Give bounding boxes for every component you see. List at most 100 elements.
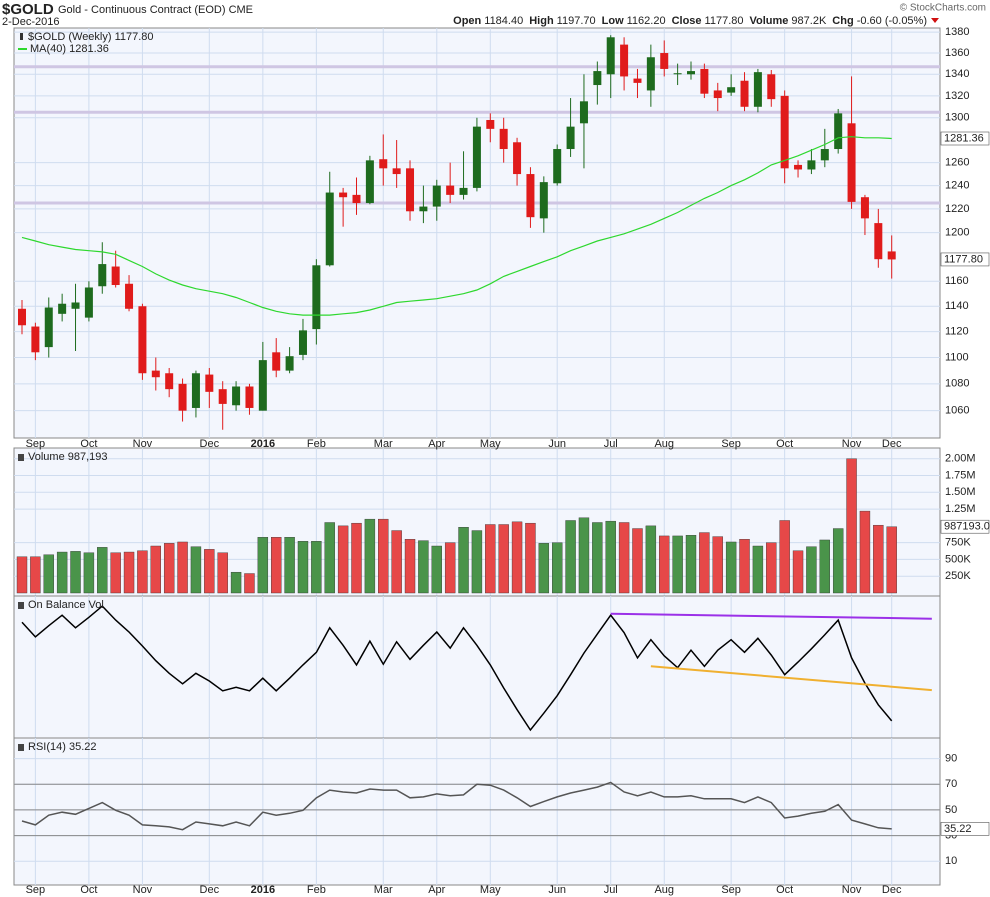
y-tick-label: 1.50M	[945, 486, 976, 498]
volume-bar	[739, 539, 750, 594]
volume-bar	[204, 549, 215, 594]
volume-bar	[217, 552, 228, 594]
volume-bar	[699, 532, 710, 594]
value-tag	[940, 822, 990, 836]
x-tick-label: Oct	[80, 884, 97, 896]
x-tick-label: Sep	[26, 884, 46, 896]
candle-body	[834, 113, 843, 150]
quote-label: Chg	[832, 15, 853, 27]
volume-bar	[83, 552, 95, 594]
volume-bar	[886, 526, 897, 594]
chart-title: $GOLD	[2, 1, 54, 18]
volume-bar	[618, 522, 630, 594]
volume-bar	[819, 539, 830, 594]
series-line	[21, 781, 892, 831]
volume-bar	[297, 541, 309, 594]
volume-bar	[137, 550, 148, 594]
volume-bar	[832, 528, 844, 594]
candle-body	[71, 302, 80, 309]
candle-body	[339, 192, 348, 198]
candle-body	[566, 126, 575, 150]
x-tick-label: 2016	[251, 884, 275, 896]
quote: Open 1184.40 High 1197.70 Low 1162.20 Close 117…	[453, 15, 927, 27]
y-tick-label: 1340	[945, 68, 969, 80]
x-tick-label: May	[480, 884, 501, 896]
volume-bar	[271, 537, 282, 594]
y-tick-label: 1120	[945, 326, 969, 338]
volume-bar	[552, 542, 563, 594]
panel-title: Volume 987,193	[28, 451, 108, 463]
volume-bar	[431, 545, 442, 594]
x-tick-label: Sep	[26, 438, 46, 450]
candle-body	[98, 264, 107, 287]
x-tick-label: Apr	[428, 438, 445, 450]
candle-body	[151, 370, 160, 378]
credit: © StockCharts.com	[900, 3, 986, 14]
candle-body	[352, 194, 361, 204]
volume-bar	[578, 517, 590, 594]
y-tick-label: 1140	[945, 300, 969, 312]
x-tick-label: Dec	[882, 884, 902, 896]
x-tick-label: Jul	[604, 438, 618, 450]
candle-body	[232, 386, 241, 406]
volume-bar	[150, 545, 162, 594]
quote-value: 1162.20	[627, 15, 666, 27]
volume-bar	[471, 530, 483, 594]
volume-bar	[404, 539, 416, 594]
candle-body	[125, 283, 134, 309]
volume-bar	[337, 525, 349, 594]
volume-bar	[190, 546, 202, 594]
y-tick-label: 50	[945, 804, 957, 816]
title-icon	[18, 602, 24, 609]
volume-bar	[725, 541, 737, 594]
volume-bar	[565, 520, 576, 594]
x-tick-label: Nov	[133, 884, 153, 896]
y-tick-label: 500K	[945, 553, 971, 565]
x-tick-label: Apr	[428, 884, 445, 896]
volume-bar	[177, 541, 188, 594]
volume-bar	[806, 546, 817, 594]
candle-body	[740, 80, 749, 107]
x-tick-label: Dec	[200, 438, 220, 450]
x-tick-label: Aug	[654, 884, 674, 896]
candle-body	[847, 123, 856, 202]
candle-body	[58, 303, 67, 314]
volume-bar	[30, 556, 41, 594]
volume-bar	[123, 551, 135, 594]
candle-body	[472, 126, 481, 188]
x-tick-label: Nov	[842, 438, 862, 450]
volume-bar	[391, 530, 402, 594]
x-tick-label: Nov	[133, 438, 153, 450]
candle-body	[887, 251, 896, 260]
value-tag-label: 1281.36	[944, 132, 984, 144]
value-tag	[940, 131, 990, 146]
candle-body	[579, 101, 588, 124]
volume-bar	[672, 535, 683, 594]
y-tick-label: 250K	[945, 570, 971, 582]
panel-title: RSI(14) 35.22	[28, 741, 96, 753]
x-tick-label: Feb	[307, 884, 326, 896]
volume-bar	[779, 520, 790, 594]
candle-body	[325, 192, 334, 266]
candle-body	[111, 266, 120, 286]
volume-bar	[351, 522, 362, 594]
chart-subtitle: Gold - Continuous Contract (EOD) CME	[58, 4, 253, 16]
volume-bar	[257, 537, 269, 594]
candle-body	[379, 159, 388, 169]
x-tick-label: Oct	[80, 438, 97, 450]
volume-bar	[97, 547, 108, 594]
volume-bar	[16, 556, 28, 594]
candle-body	[138, 306, 147, 374]
quote-label: Low	[602, 15, 624, 27]
volume-bar	[873, 524, 884, 594]
candle-body	[205, 374, 214, 392]
volume-bar	[444, 542, 456, 594]
candle-body	[673, 73, 682, 75]
candle-body	[687, 71, 695, 75]
x-tick-label: Mar	[374, 884, 393, 896]
quote-label: Volume	[750, 15, 789, 27]
candle-body	[298, 330, 307, 355]
candle-body	[820, 149, 829, 161]
x-tick-label: Aug	[654, 438, 674, 450]
candle-body	[18, 308, 26, 326]
